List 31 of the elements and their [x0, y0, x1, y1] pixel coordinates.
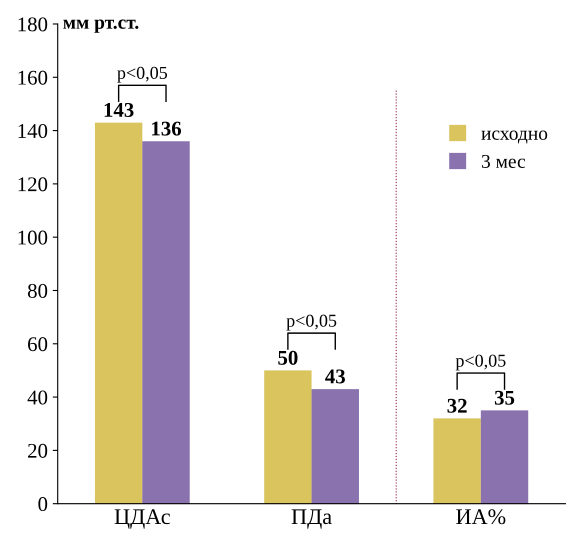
bar [433, 418, 481, 504]
bar [94, 122, 142, 504]
y-tick-label: 20 [28, 444, 48, 458]
y-tick-label: 160 [18, 70, 48, 85]
y-tick-label: 100 [18, 230, 48, 245]
y-tick-label: 40 [28, 390, 48, 405]
x-tick-label: ПДа [292, 509, 332, 529]
bar [312, 389, 359, 504]
data-label: 143 [104, 102, 134, 117]
annotation: p<0,05 [456, 354, 506, 370]
y-axis-title: мм рт.ст. [63, 20, 138, 33]
bar [142, 141, 190, 504]
legend-label: исходно [481, 130, 548, 144]
data-label: 50 [278, 350, 298, 365]
x-tick-label: ИА% [456, 509, 506, 524]
y-tick-label: 140 [18, 124, 48, 138]
bar [264, 370, 312, 504]
data-label: 35 [494, 390, 514, 405]
y-tick-label: 180 [18, 17, 48, 32]
annotation: p<0,05 [286, 314, 336, 330]
y-tick-label: 60 [28, 337, 48, 352]
y-tick-label: 120 [18, 177, 48, 192]
data-label: 136 [152, 122, 182, 136]
y-tick-label: 80 [28, 284, 48, 298]
legend-label: 3 мес [482, 154, 526, 168]
bar [480, 410, 528, 504]
y-tick-label: 0 [38, 497, 48, 512]
x-tick-label: ЦДАс [114, 509, 170, 529]
data-label: 43 [325, 369, 345, 384]
data-label: 32 [448, 398, 467, 413]
annotation: p<0,05 [117, 66, 168, 83]
